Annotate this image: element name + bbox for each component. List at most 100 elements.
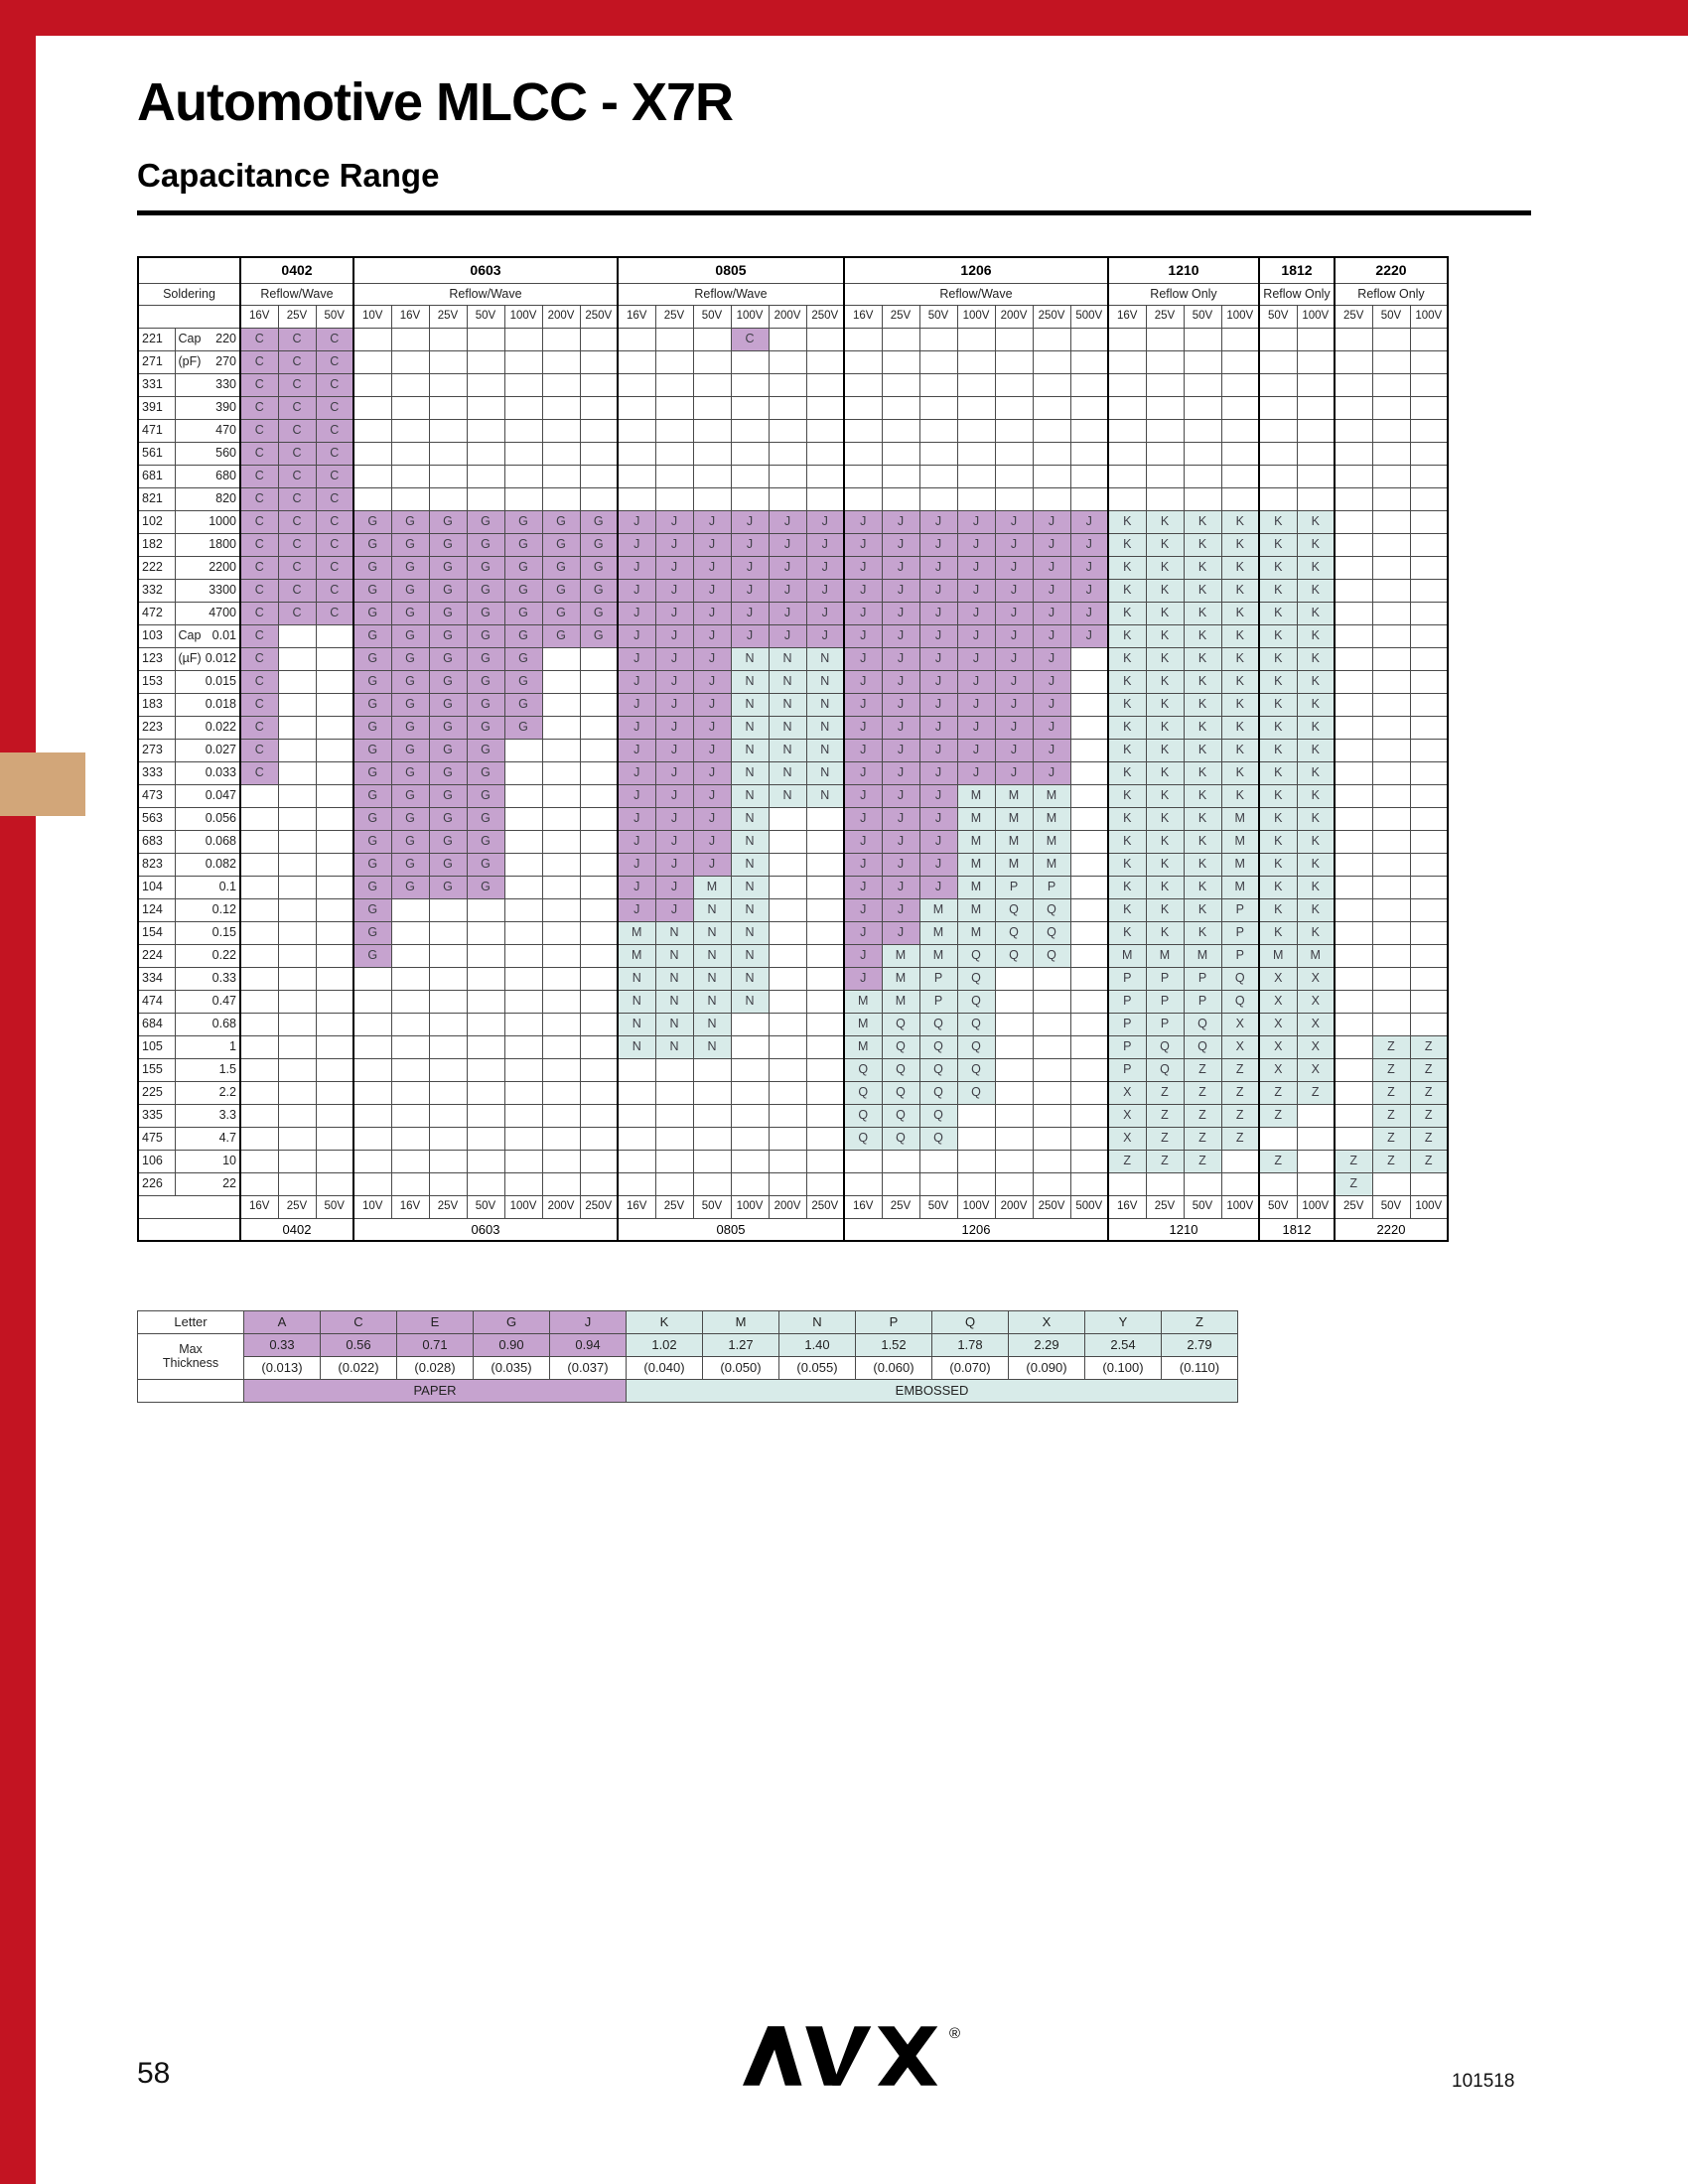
thickness-cell: K [1258,509,1298,534]
thickness-cell: M [692,875,732,899]
thickness-cell [352,1012,392,1036]
thickness-cell [1069,646,1109,671]
thickness-cell: Z [1409,1057,1449,1082]
thickness-cell [390,349,430,374]
thickness-cell: G [428,578,468,603]
thickness-cell: K [1183,760,1222,785]
voltage-header: 50V [1183,304,1222,329]
thickness-cell: N [730,829,770,854]
thickness-cell [918,418,958,443]
thickness-cell: J [843,760,883,785]
voltage-header: 100V [1220,1194,1260,1219]
thickness-cell: J [881,555,920,580]
thickness-cell [1183,464,1222,488]
thickness-cell: N [805,669,845,694]
thickness-cell: G [579,555,619,580]
thickness-cell: J [994,555,1034,580]
thickness-cell [1334,738,1373,762]
thickness-cell [390,1057,430,1082]
thickness-cell: P [1107,1057,1147,1082]
thickness-cell [1183,1171,1222,1196]
legend-max-inches: (0.022) [320,1356,397,1380]
thickness-cell [1069,349,1109,374]
legend-max-mm: 2.79 [1161,1333,1238,1357]
thickness-cell [390,920,430,945]
thickness-cell: C [315,509,354,534]
thickness-cell [1334,920,1373,945]
thickness-cell [1409,920,1449,945]
thickness-cell [1409,1171,1449,1196]
cap-value: 1000 [174,509,241,534]
thickness-cell: G [428,692,468,717]
thickness-cell [805,920,845,945]
thickness-cell: C [277,372,317,397]
thickness-cell [541,897,581,922]
thickness-cell: C [277,464,317,488]
thickness-cell: X [1296,966,1336,991]
thickness-cell: K [1296,509,1336,534]
thickness-cell: K [1258,897,1298,922]
thickness-cell: Q [881,1103,920,1128]
thickness-cell: K [1220,715,1260,740]
cap-value: 820 [174,486,241,511]
thickness-cell [315,715,354,740]
legend-letter: X [1008,1310,1085,1334]
thickness-cell [1409,829,1449,854]
thickness-cell [315,852,354,877]
thickness-cell [1069,1080,1109,1105]
cap-value: 330 [174,372,241,397]
thickness-cell [1409,897,1449,922]
thickness-cell: K [1107,875,1147,899]
cap-row-332: 332 3300 C C C G G G G G G G J J J J J J J J J J J J J K K K K K K [137,578,1449,603]
thickness-cell: J [805,578,845,603]
thickness-cell: Q [918,1080,958,1105]
thickness-cell [805,441,845,466]
thickness-cell [1334,1126,1373,1151]
cap-row-563: 563 0.056 G G G G J J J N J J J M M M K K K M K K [137,806,1449,831]
thickness-cell [768,1057,807,1082]
thickness-cell [768,989,807,1014]
thickness-cell [466,1057,505,1082]
thickness-cell [390,441,430,466]
thickness-cell: G [390,692,430,717]
thickness-cell: K [1145,783,1185,808]
thickness-cell: J [843,829,883,854]
thickness-cell [1296,1149,1336,1173]
thickness-cell: J [956,692,996,717]
thickness-cell [1296,327,1336,351]
voltage-header: 50V [1258,304,1298,329]
thickness-cell: M [918,897,958,922]
thickness-cell [843,418,883,443]
thickness-cell [352,989,392,1014]
thickness-cell: C [315,601,354,625]
thickness-cell [277,852,317,877]
thickness-cell [843,395,883,420]
thickness-cell: G [466,532,505,557]
thickness-cell [579,692,619,717]
thickness-cell [1371,372,1411,397]
thickness-cell: K [1296,692,1336,717]
thickness-cell: C [315,441,354,466]
thickness-cell [805,1034,845,1059]
thickness-cell [1409,1012,1449,1036]
voltage-header: 200V [541,1194,581,1219]
voltage-header: 25V [1145,304,1185,329]
thickness-cell: J [881,760,920,785]
thickness-cell [1296,1126,1336,1151]
thickness-cell [1032,349,1071,374]
thickness-cell: J [617,669,656,694]
thickness-cell [503,806,543,831]
thickness-cell: K [1258,920,1298,945]
thickness-cell [428,989,468,1014]
thickness-cell [352,1171,392,1196]
thickness-cell [579,1057,619,1082]
thickness-cell: J [994,509,1034,534]
legend-max-inches: (0.060) [855,1356,932,1380]
thickness-cell [1145,395,1185,420]
thickness-cell: K [1183,578,1222,603]
thickness-cell: K [1220,623,1260,648]
thickness-cell: J [843,852,883,877]
voltage-header: 25V [428,1194,468,1219]
thickness-cell [805,897,845,922]
cap-value: 1.5 [174,1057,241,1082]
